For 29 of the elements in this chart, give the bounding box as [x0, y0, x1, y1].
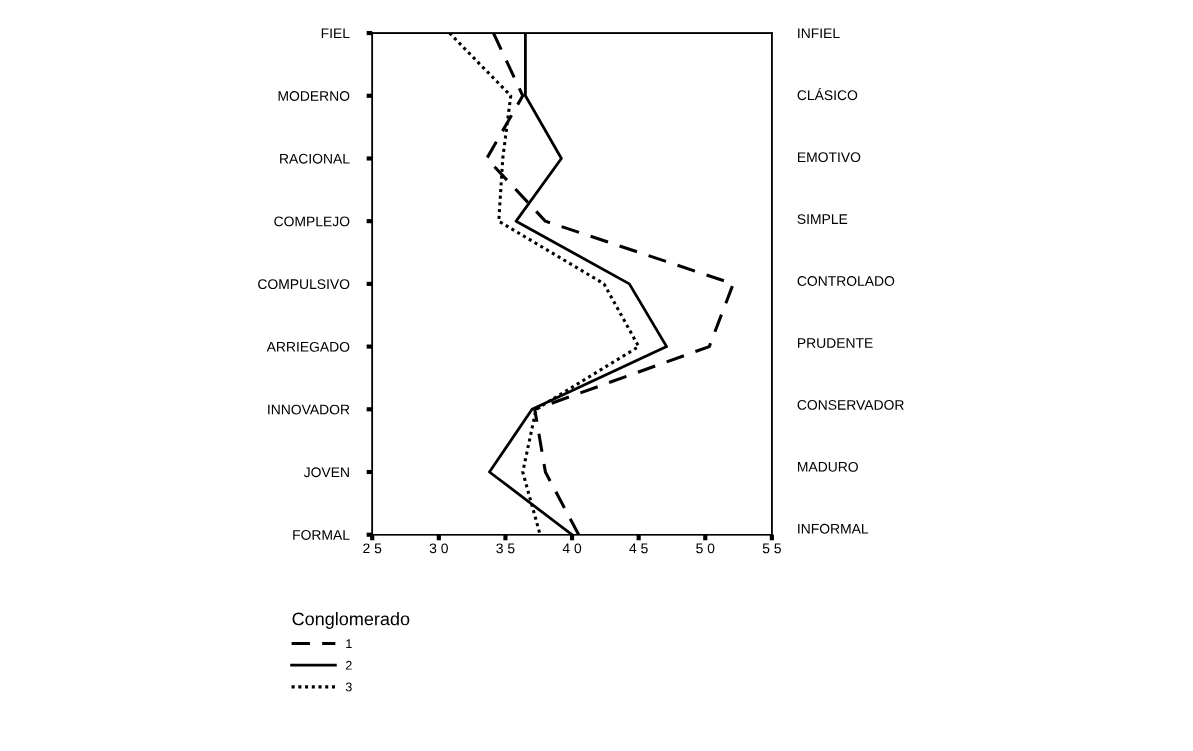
legend-label: 3: [345, 682, 352, 692]
legend-label: 2: [345, 660, 352, 670]
y2-tick-label: CLÁSICO: [797, 87, 858, 101]
y2-tick-label: MADURO: [798, 461, 858, 472]
x-tick-label: 3 0: [429, 543, 448, 554]
y-tick-label: ARRIEGADO: [266, 341, 350, 352]
y-tick-label: INNOVADOR: [268, 404, 350, 415]
y2-tick-label: INFORMAL: [798, 523, 869, 534]
x-tick-label: 5 0: [696, 543, 715, 554]
y2-tick-label: CONSERVADOR: [797, 399, 904, 410]
y2-tick-label: PRUDENTE: [798, 338, 873, 348]
legend-title: Conglomerado: [292, 612, 410, 629]
y-tick-label: COMPULSIVO: [258, 279, 350, 290]
x-tick-label: 4 0: [562, 543, 582, 554]
y-tick-label: FIEL: [321, 28, 350, 39]
y-tick-label: FORMAL: [293, 530, 350, 540]
y2-tick-label: SIMPLE: [797, 214, 848, 225]
y2-tick-label: CONTROLADO: [797, 276, 895, 286]
x-tick-label: 2 5: [363, 543, 382, 554]
y-tick-label: JOVEN: [303, 467, 349, 478]
x-tick-label: 5 5: [762, 543, 781, 554]
y2-tick-label: INFIEL: [798, 28, 840, 39]
y-tick-label: RACIONAL: [280, 153, 350, 164]
x-tick-label: 4 5: [629, 543, 648, 554]
x-tick-label: 3 5: [496, 543, 515, 554]
y2-tick-label: EMOTIVO: [798, 152, 861, 163]
legend-label: 1: [346, 639, 352, 648]
y-tick-label: COMPLEJO: [274, 216, 350, 227]
y-tick-label: MODERNO: [278, 91, 350, 101]
